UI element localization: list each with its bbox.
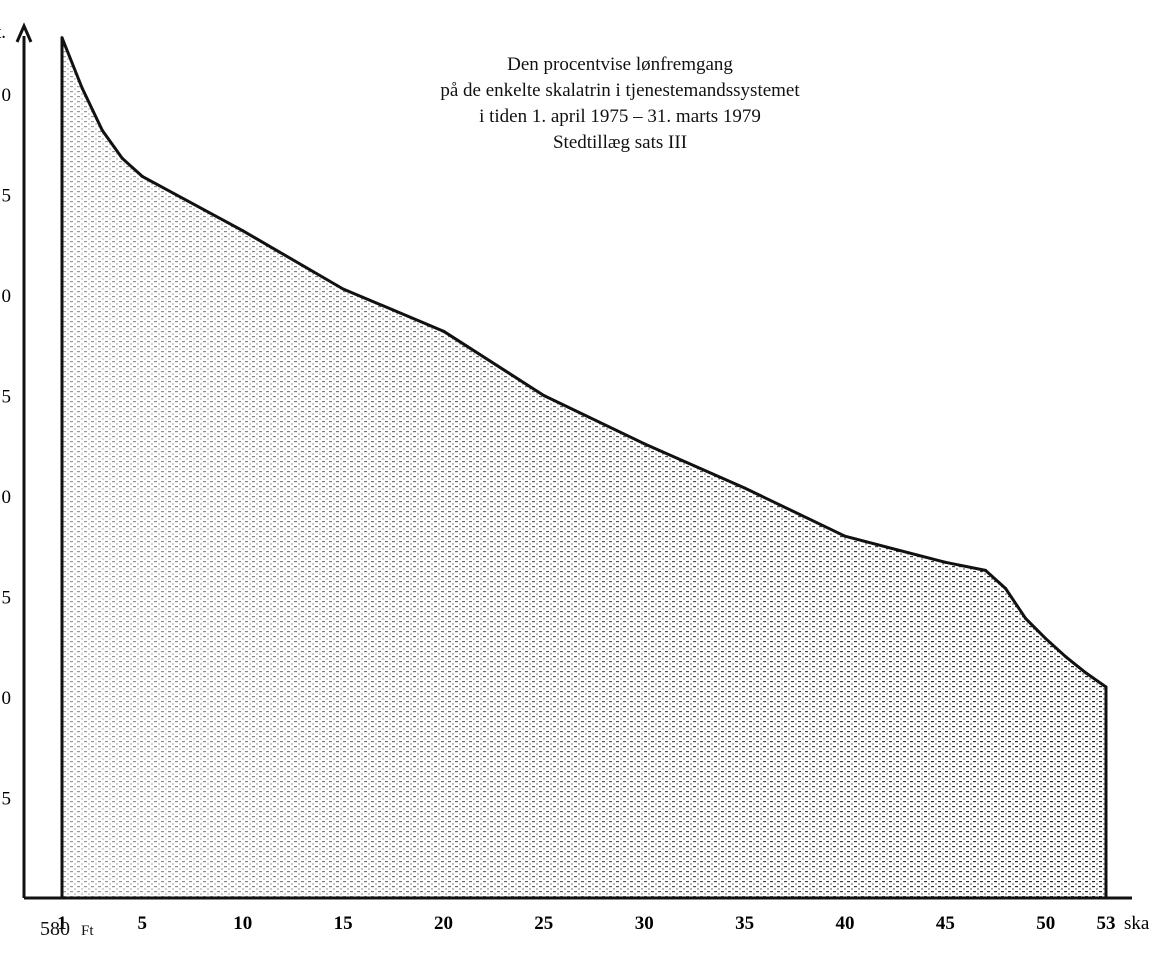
footnote-value: 580: [40, 918, 70, 940]
x-tick-label: 30: [635, 913, 654, 934]
x-tick-label: 25: [534, 913, 553, 934]
data-point-10: [241, 229, 245, 233]
x-tick-label: 53: [1097, 913, 1116, 934]
series-line: [60, 36, 1108, 898]
chart-title: Den procentvise lønfremgang på de enkelt…: [380, 52, 860, 156]
y-tick-label: 0: [2, 487, 12, 508]
title-line-2: på de enkelte skalatrin i tjenestemandss…: [440, 80, 800, 101]
data-point-47: [984, 568, 987, 572]
series-area-shading: [62, 37, 1106, 898]
data-point-25: [542, 394, 546, 397]
x-tick-label: 15: [334, 913, 353, 934]
data-point-45: [943, 560, 947, 564]
x-tick-label: 5: [138, 913, 148, 934]
x-tick-label: 20: [434, 913, 453, 934]
x-axis-label: ska: [1124, 913, 1150, 934]
title-line-4: Stedtillæg sats III: [552, 132, 688, 153]
y-tick-label: 0: [2, 286, 12, 307]
y-tick-labels: 5 0 5 0 5 0 5 0: [2, 85, 12, 810]
data-point-15: [341, 287, 345, 291]
y-axis-arrow: [15, 22, 33, 43]
data-point-5: [140, 174, 144, 178]
data-point-20: [442, 329, 445, 333]
x-tick-label: 40: [836, 913, 855, 934]
y-tick-label: 0: [2, 85, 12, 106]
y-tick-label: 0: [2, 688, 12, 709]
data-point-3: [100, 128, 104, 132]
plot-area: [60, 36, 1108, 898]
x-tick-label: 45: [936, 913, 955, 934]
y-axis-label: t.: [0, 22, 6, 43]
data-point-53: [1104, 685, 1108, 689]
data-point-52: [1084, 671, 1088, 675]
footnote-unit: Ft: [81, 923, 94, 939]
axes: t.: [0, 22, 1132, 900]
data-point-4: [120, 156, 124, 160]
data-point-1: [60, 36, 64, 40]
data-point-50: [1044, 637, 1048, 641]
data-point-35: [743, 486, 747, 490]
y-tick-label: 5: [2, 789, 12, 810]
y-tick-label: 5: [2, 186, 12, 207]
y-tick-label: 5: [2, 588, 12, 609]
title-line-1: Den procentvise lønfremgang: [507, 54, 733, 75]
title-line-3: i tiden 1. april 1975 – 31. marts 1979: [479, 106, 761, 127]
data-point-2: [80, 86, 84, 90]
x-tick-labels: 1 5 10 15 20 25 30 35 40 45 50 53 ska: [57, 913, 1150, 934]
data-point-49: [1024, 617, 1028, 621]
data-point-51: [1064, 655, 1068, 659]
data-point-30: [642, 442, 646, 446]
x-tick-label: 10: [233, 913, 252, 934]
data-point-48: [1004, 587, 1008, 590]
y-tick-label: 5: [2, 387, 12, 408]
x-tick-label: 1: [57, 913, 67, 934]
x-tick-label: 35: [735, 913, 754, 934]
footnote: 580 Ft: [40, 918, 94, 941]
x-tick-label: 50: [1036, 913, 1055, 934]
data-point-40: [843, 534, 847, 538]
